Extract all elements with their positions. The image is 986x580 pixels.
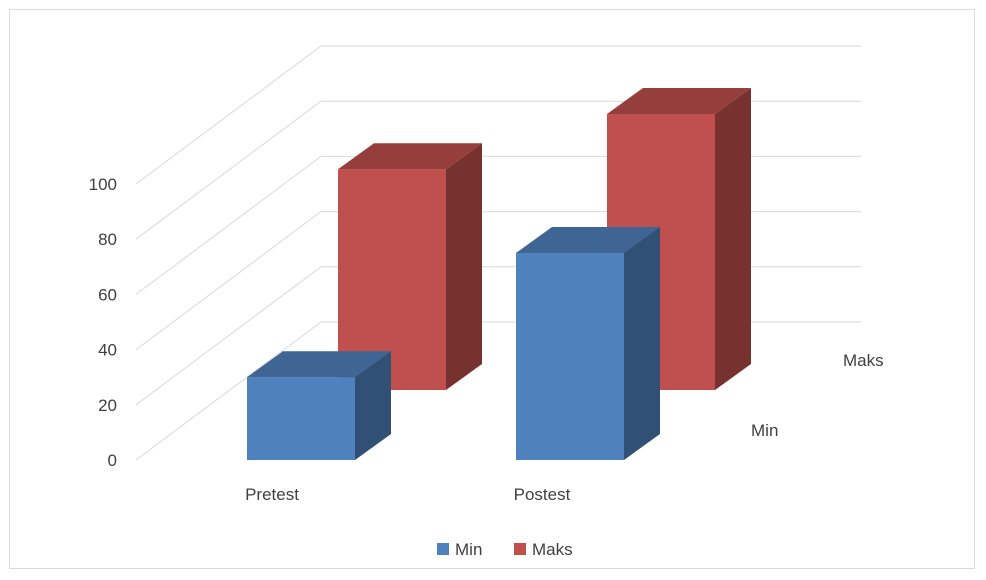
y-tick-label: 0 — [108, 451, 117, 470]
bar-side-face — [446, 143, 482, 390]
y-tick-label: 100 — [89, 175, 117, 194]
bar-front-face — [516, 253, 624, 460]
bar-front-face — [247, 377, 355, 460]
depth-label-min: Min — [751, 421, 778, 440]
gridline — [135, 100, 861, 240]
legend: Min Maks — [437, 540, 573, 559]
legend-swatch-maks — [514, 543, 526, 555]
bar-side-face — [355, 351, 391, 460]
gridline — [135, 266, 861, 406]
x-tick-label-postest: Postest — [514, 485, 571, 504]
bar-min-0 — [247, 351, 391, 460]
y-axis-ticks: 0 20 40 60 80 100 — [89, 175, 117, 470]
legend-label-maks: Maks — [532, 540, 573, 559]
bar-top-face — [338, 143, 482, 170]
bar-top-face — [516, 227, 660, 253]
y-tick-label: 60 — [98, 285, 117, 304]
bar-side-face — [715, 88, 751, 390]
chart-gridlines — [135, 45, 861, 461]
y-tick-label: 80 — [98, 230, 117, 249]
chart-bars — [247, 88, 751, 460]
gridline — [135, 211, 861, 351]
legend-label-min: Min — [455, 540, 482, 559]
gridline — [135, 155, 861, 295]
bar-min-1 — [516, 227, 660, 460]
chart-frame — [9, 9, 975, 569]
y-tick-label: 20 — [98, 396, 117, 415]
x-tick-label-pretest: Pretest — [245, 485, 299, 504]
bar-side-face — [624, 227, 660, 460]
y-tick-label: 40 — [98, 341, 117, 360]
bar-top-face — [247, 351, 391, 378]
bar-top-face — [607, 88, 751, 114]
depth-label-maks: Maks — [843, 351, 884, 370]
gridline — [135, 45, 861, 185]
legend-swatch-min — [437, 543, 449, 555]
